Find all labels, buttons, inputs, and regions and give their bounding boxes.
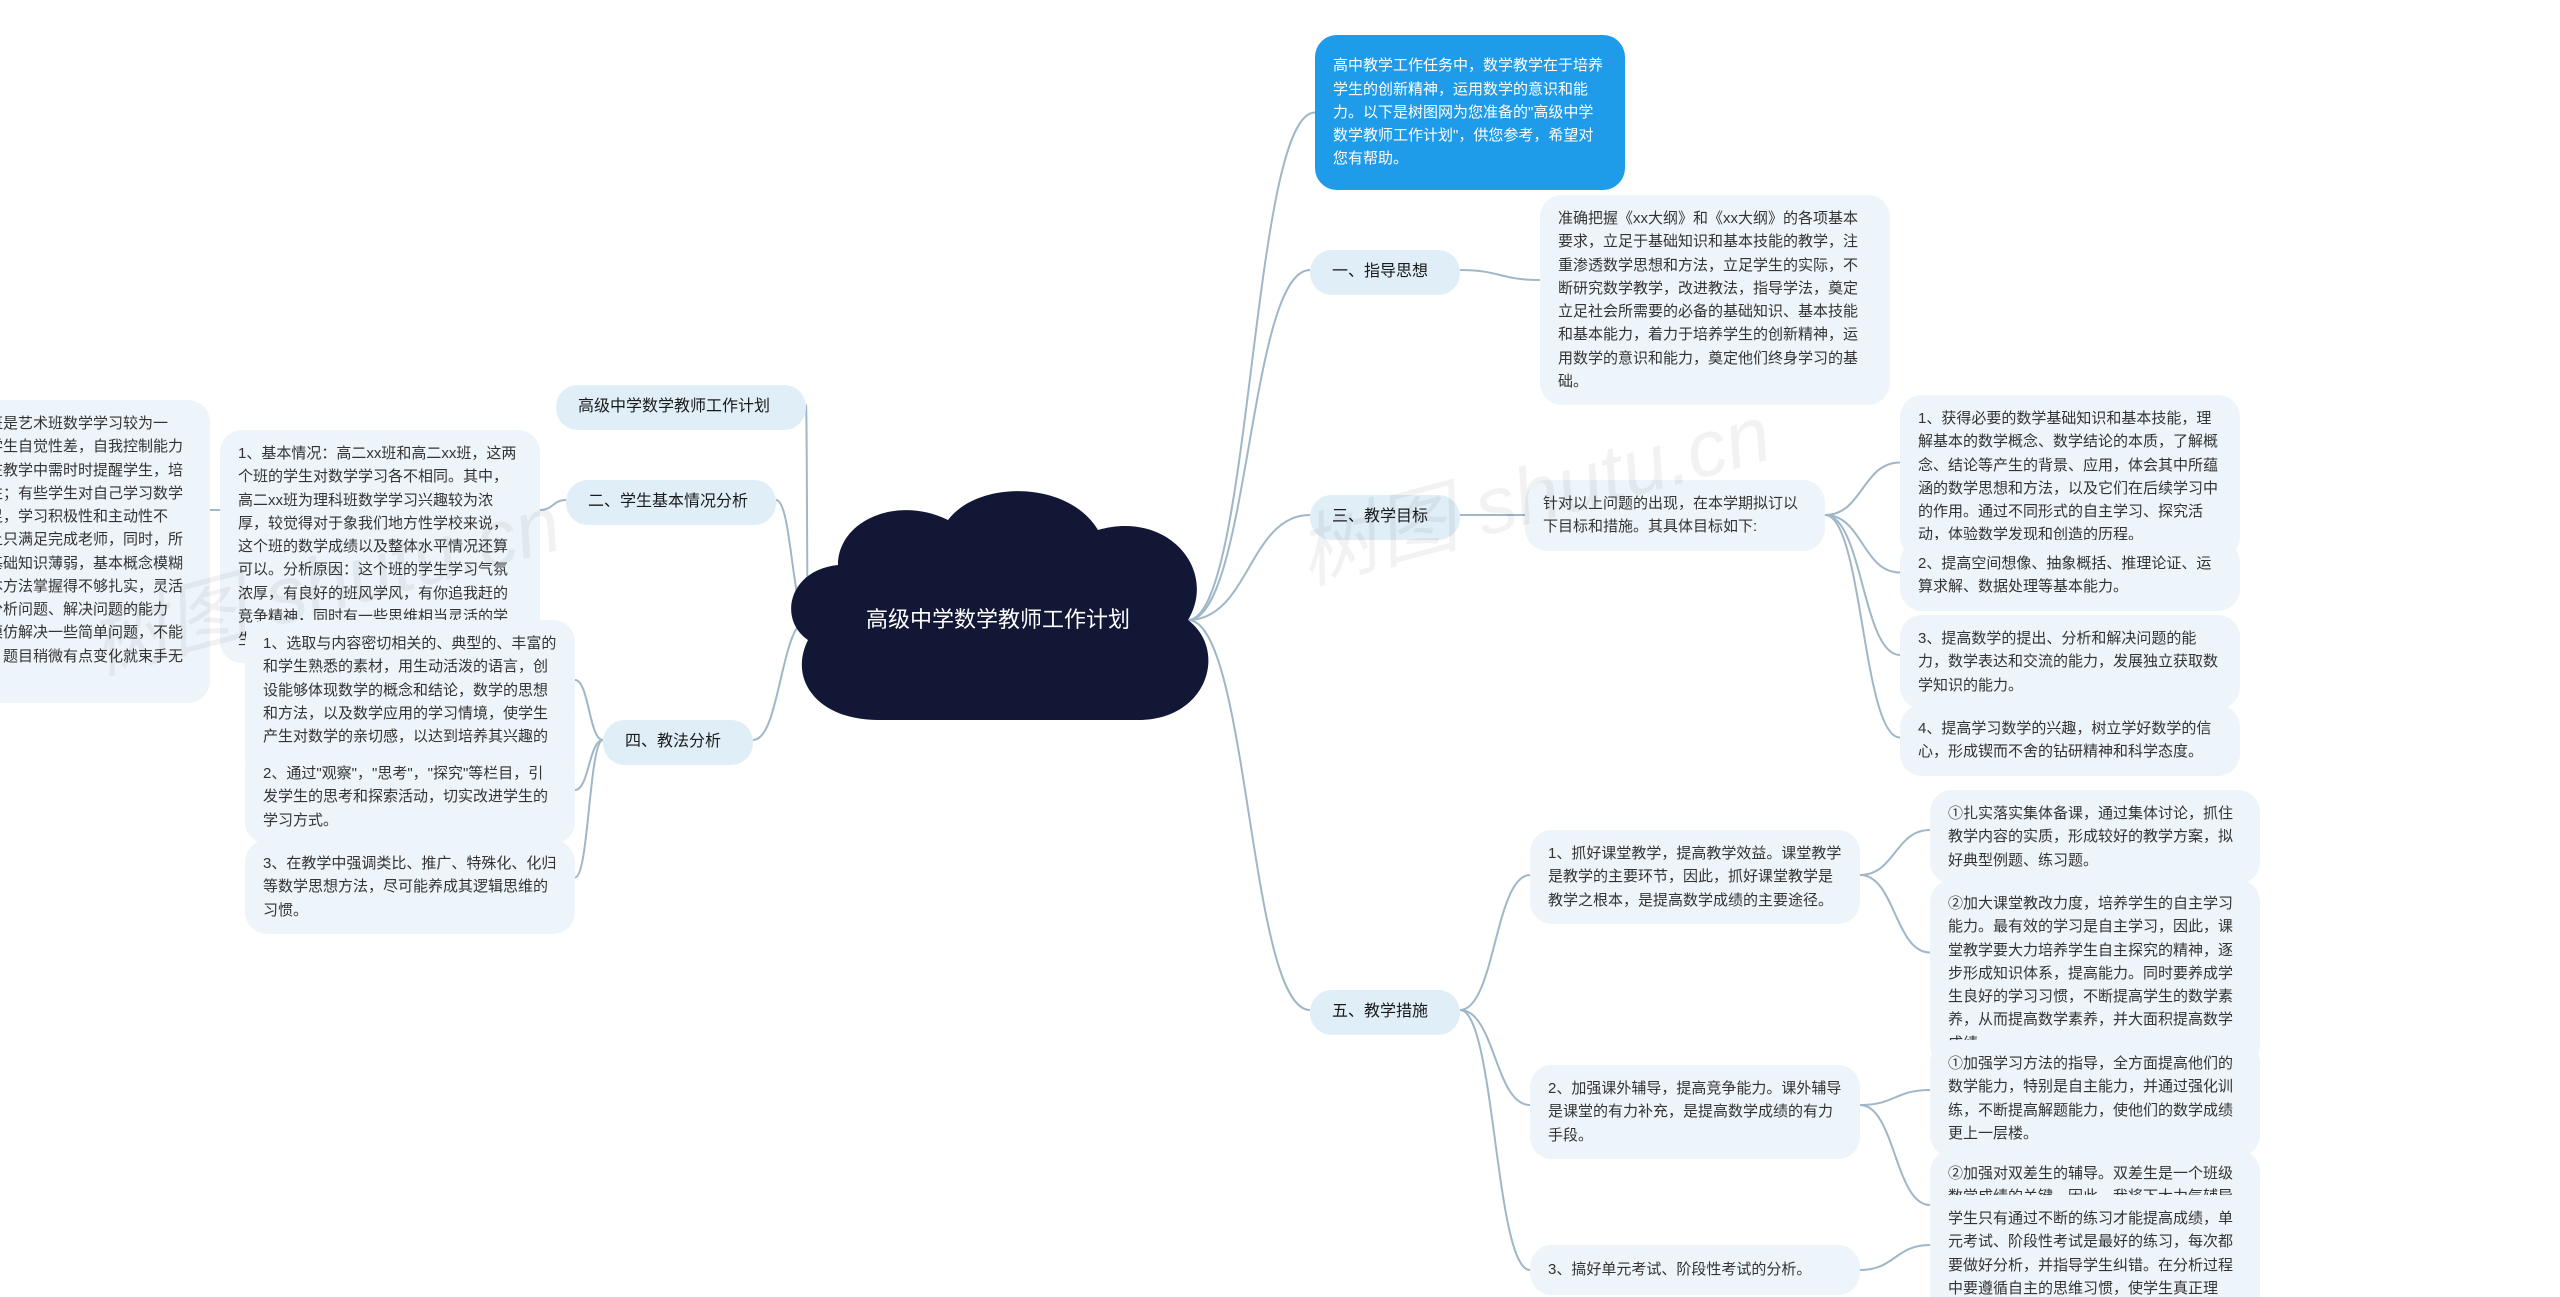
branch-b2-text: 二、学生基本情况分析 xyxy=(588,490,748,515)
intro-node[interactable]: 高中教学工作任务中，数学教学在于培养学生的创新精神，运用数学的意识和能力。以下是… xyxy=(1315,35,1625,190)
leaf-b3c2-text: 2、通过"观察"，"思考"，"探究"等栏目，引发学生的思考和探索活动，切实改进学… xyxy=(263,762,557,832)
cloud-graphic: 高级中学数学教师工作计划 xyxy=(768,470,1228,770)
branch-b1[interactable]: 高级中学数学教师工作计划 xyxy=(556,385,806,430)
leaf-r3c3-text: 3、搞好单元考试、阶段性考试的分析。 xyxy=(1548,1258,1811,1281)
leaf-r3c1a[interactable]: ①扎实落实集体备课，通过集体讨论，抓住教学内容的实质，形成较好的教学方案，拟好典… xyxy=(1930,790,2260,884)
leaf-r3c1[interactable]: 1、抓好课堂教学，提高教学效益。课堂教学是教学的主要环节，因此，抓好课堂教学是教… xyxy=(1530,830,1860,924)
branch-r3-text: 五、教学措施 xyxy=(1332,1000,1428,1025)
leaf-b3c3-text: 3、在教学中强调类比、推广、特殊化、化归等数学思想方法，尽可能养成其逻辑思维的习… xyxy=(263,852,557,922)
leaf-r2c1a-text: 1、获得必要的数学基础知识和基本技能，理解基本的数学概念、数学结论的本质，了解概… xyxy=(1918,407,2222,547)
leaf-r3c2a-text: ①加强学习方法的指导，全方面提高他们的数学能力，特别是自主能力，并通过强化训练，… xyxy=(1948,1052,2242,1145)
branch-b1-text: 高级中学数学教师工作计划 xyxy=(578,395,770,420)
leaf-r1c1[interactable]: 准确把握《xx大纲》和《xx大纲》的各项基本要求，立足于基础知识和基本技能的教学… xyxy=(1540,195,1890,405)
branch-r2[interactable]: 三、教学目标 xyxy=(1310,495,1460,540)
leaf-r2c1d-text: 4、提高学习数学的兴趣，树立学好数学的信心，形成锲而不舍的钻研精神和科学态度。 xyxy=(1918,717,2222,764)
leaf-r3c2-text: 2、加强课外辅导，提高竞争能力。课外辅导是课堂的有力补充，是提高数学成绩的有力手… xyxy=(1548,1077,1842,1147)
leaf-r2c1b-text: 2、提高空间想像、抽象概括、推理论证、运算求解、数据处理等基本能力。 xyxy=(1918,552,2222,599)
leaf-r3c2[interactable]: 2、加强课外辅导，提高竞争能力。课外辅导是课堂的有力补充，是提高数学成绩的有力手… xyxy=(1530,1065,1860,1159)
leaf-r2c1d[interactable]: 4、提高学习数学的兴趣，树立学好数学的信心，形成锲而不舍的钻研精神和科学态度。 xyxy=(1900,705,2240,776)
leaf-r3c2a[interactable]: ①加强学习方法的指导，全方面提高他们的数学能力，特别是自主能力，并通过强化训练，… xyxy=(1930,1040,2260,1157)
leaf-r2c1c-text: 3、提高数学的提出、分析和解决问题的能力，数学表达和交流的能力，发展独立获取数学… xyxy=(1918,627,2222,697)
branch-b2[interactable]: 二、学生基本情况分析 xyxy=(566,480,776,525)
leaf-r3c1b[interactable]: ②加大课堂教改力度，培养学生的自主学习能力。最有效的学习是自主学习，因此，课堂教… xyxy=(1930,880,2260,1067)
branch-b3[interactable]: 四、教法分析 xyxy=(603,720,753,765)
leaf-r3c3[interactable]: 3、搞好单元考试、阶段性考试的分析。 xyxy=(1530,1245,1860,1295)
intro-node-text: 高中教学工作任务中，数学教学在于培养学生的创新精神，运用数学的意识和能力。以下是… xyxy=(1333,54,1607,170)
leaf-b2c1a[interactable]: 而高二xx班是艺术班数学学习较为一般，有些学生自觉性差，自我控制能力弱，因此在教… xyxy=(0,400,210,703)
leaf-r3c1-text: 1、抓好课堂教学，提高教学效益。课堂教学是教学的主要环节，因此，抓好课堂教学是教… xyxy=(1548,842,1842,912)
mindmap-canvas: 高级中学数学教师工作计划树图 shutu.cn树图 shutu.cn高级中学数学… xyxy=(0,0,2560,1297)
leaf-r3c3a[interactable]: 学生只有通过不断的练习才能提高成绩，单元考试、阶段性考试是最好的练习，每次都要做… xyxy=(1930,1195,2260,1297)
leaf-b3c2[interactable]: 2、通过"观察"，"思考"，"探究"等栏目，引发学生的思考和探索活动，切实改进学… xyxy=(245,750,575,844)
leaf-b3c3[interactable]: 3、在教学中强调类比、推广、特殊化、化归等数学思想方法，尽可能养成其逻辑思维的习… xyxy=(245,840,575,934)
leaf-b2c1a-text: 而高二xx班是艺术班数学学习较为一般，有些学生自觉性差，自我控制能力弱，因此在教… xyxy=(0,412,192,691)
center-title: 高级中学数学教师工作计划 xyxy=(837,603,1159,637)
leaf-r3c3a-text: 学生只有通过不断的练习才能提高成绩，单元考试、阶段性考试是最好的练习，每次都要做… xyxy=(1948,1207,2242,1297)
leaf-r2c1b[interactable]: 2、提高空间想像、抽象概括、推理论证、运算求解、数据处理等基本能力。 xyxy=(1900,540,2240,611)
leaf-r3c1a-text: ①扎实落实集体备课，通过集体讨论，抓住教学内容的实质，形成较好的教学方案，拟好典… xyxy=(1948,802,2242,872)
leaf-r3c1b-text: ②加大课堂教改力度，培养学生的自主学习能力。最有效的学习是自主学习，因此，课堂教… xyxy=(1948,892,2242,1055)
branch-r3[interactable]: 五、教学措施 xyxy=(1310,990,1460,1035)
leaf-r1c1-text: 准确把握《xx大纲》和《xx大纲》的各项基本要求，立足于基础知识和基本技能的教学… xyxy=(1558,207,1872,393)
branch-b3-text: 四、教法分析 xyxy=(625,730,721,755)
branch-r1-text: 一、指导思想 xyxy=(1332,260,1428,285)
branch-r1[interactable]: 一、指导思想 xyxy=(1310,250,1460,295)
branch-r2-text: 三、教学目标 xyxy=(1332,505,1428,530)
leaf-r2c1a[interactable]: 1、获得必要的数学基础知识和基本技能，理解基本的数学概念、数学结论的本质，了解概… xyxy=(1900,395,2240,559)
leaf-r2c1-text: 针对以上问题的出现，在本学期拟订以下目标和措施。其具体目标如下: xyxy=(1543,492,1807,539)
center-node[interactable]: 高级中学数学教师工作计划 xyxy=(768,470,1228,770)
leaf-r2c1c[interactable]: 3、提高数学的提出、分析和解决问题的能力，数学表达和交流的能力，发展独立获取数学… xyxy=(1900,615,2240,709)
leaf-r2c1[interactable]: 针对以上问题的出现，在本学期拟订以下目标和措施。其具体目标如下: xyxy=(1525,480,1825,551)
